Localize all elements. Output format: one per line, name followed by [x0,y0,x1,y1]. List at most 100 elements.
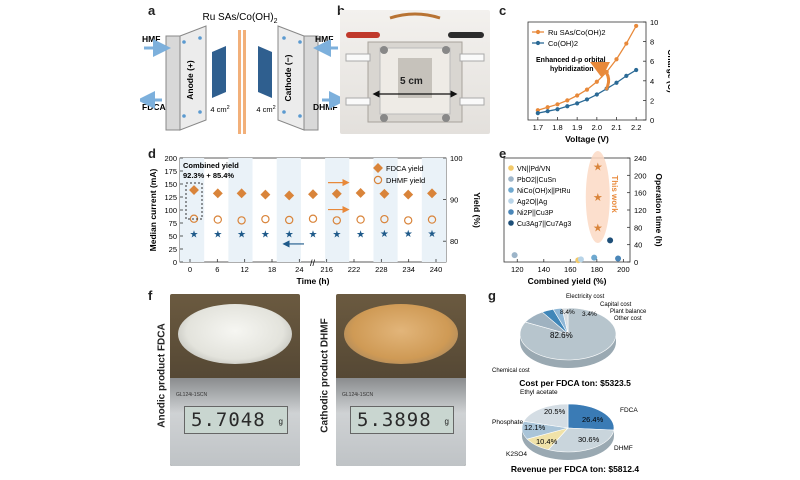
catalyst-title: Ru SAs/Co(OH)2 [202,12,277,25]
cost-value-0: 82.6% [550,331,573,340]
device-photo-drawing [345,12,485,123]
dhmf-point [404,216,413,225]
fdca-point [260,189,271,200]
legend-marker-0 [535,29,541,35]
cost-title: Cost per FDCA ton: $5323.5 [519,378,631,388]
y-right-tick-label: 240 [634,154,647,163]
y-tick-label: 150 [164,180,177,189]
series-point-0 [555,102,560,107]
fdca-unit: g [278,417,283,426]
scale-label: 5 cm [400,76,423,87]
dhmf-point [284,215,294,225]
current-point: ★ [332,229,341,240]
series-point-1 [584,97,590,102]
dhmf-unit: g [444,417,449,426]
legend-marker-5 [508,220,514,226]
legend-label-0: Ru SAs/Co(OH)2 [548,28,606,37]
x-tick-label: 1.8 [552,123,562,132]
revenue-value-4: 20.5% [544,407,566,416]
series-point-0 [594,79,599,84]
y-right-tick-label: 90 [450,196,458,205]
x-tick-label: 160 [564,265,577,274]
dhmf-point [237,216,246,225]
legend-label-3: Ag2O||Ag [517,199,547,206]
this-work-point: ★ [593,192,603,204]
cost-label-4: Other cost [614,316,642,322]
legend-dhmf-marker [373,175,383,185]
y-tick-label: 6 [650,57,654,66]
y-right-tick-label: 100 [450,154,463,163]
annotation-line-2: hybridization [550,66,594,73]
revenue-label-2: K2SO4 [506,451,527,458]
y-tick-label: 100 [164,206,177,215]
plot-frame [527,21,647,121]
fdca-point [189,185,199,195]
dhmf-display: 5.3898 g [350,406,454,434]
comparison-point [591,254,598,261]
this-work-label: This work [610,175,619,213]
dhmf-point [427,215,437,224]
legend-marker-0 [508,165,514,171]
series-point-1 [634,67,639,73]
cost-slice-0 [519,307,617,361]
membrane-left [238,30,241,134]
combined-box [185,182,203,220]
legend-dhmf-label: DHMF yield [386,176,425,185]
revenue-slice-4 [523,403,569,429]
y-axis-label: Median current (mA) [148,169,158,252]
y-right-axis-label: Operation time (h) [654,173,664,246]
this-work-point: ★ [593,162,603,174]
hmf-left-label: HMF [142,34,160,44]
comparison-point [607,237,614,244]
cell-schematic: Ru SAs/Co(OH)2 Anode (+) 4 cm2 4 cm2 Cat… [140,12,340,134]
revenue-value-3: 12.1% [524,423,546,432]
series-point-0 [614,57,619,62]
fdca-point [331,188,342,199]
current-point: ★ [380,229,389,240]
series-point-1 [555,107,560,112]
membrane-right [243,30,246,134]
revenue-label-1: DHMF [614,445,633,452]
legend-label-1: Co(OH)2 [548,39,578,48]
y-tick-label: 2 [650,96,654,105]
x-tick-label: 228 [375,265,388,274]
current-point: ★ [190,229,199,240]
x-tick-label: 2.1 [611,123,621,132]
x-tick-label: 200 [617,265,630,274]
fdca-point [212,188,223,199]
panel-label-g: g [488,288,496,303]
series-point-0 [584,87,590,92]
current-point: ★ [356,229,365,240]
panel-label-f: f [148,288,153,303]
annotation-line-1: Enhanced d-p orbital [536,57,606,64]
series-point-0 [545,105,550,110]
x-tick-label: 1.9 [572,123,582,132]
current-point: ★ [404,229,413,240]
x-tick-label: 234 [402,265,415,274]
current-point: ★ [237,229,246,240]
cathode-electrode [258,46,272,98]
chart-charge-voltage: 1.7 1.8 1.9 2.0 2.1 2.2 0 2 4 6 8 10 Voltage (V) Char… [527,18,670,144]
dhmf-photo: GL124i-1SCN 5.3898 g [336,294,466,466]
x-tick-label: 180 [591,265,604,274]
y-right-axis-label: Yield (%) [472,192,482,228]
series-point-0 [634,23,639,29]
y-right-tick-label: 40 [634,241,642,250]
fdca-photo-label-wrap: Anodic product FDCA [150,300,168,460]
cost-label-2: Capital cost [600,302,632,308]
chart-comparison: 120 140 160 180 200 0 40 80 120 160 200 240 Combined… [503,151,664,286]
y-tick-label: 0 [173,258,177,267]
revenue-label-3: Phosphate [492,419,523,426]
current-point: ★ [428,229,437,240]
series-point-1 [535,111,540,116]
legend-fdca-label: FDCA yield [386,164,424,173]
panel-label-e: e [499,146,507,161]
chart-stability: // 0 6 12 18 24 216 222 228 234 240 0 25 50 75 100 125 15… [148,154,482,286]
fdca-point [403,189,414,200]
fdca-reading: 5.7048 [191,409,266,431]
dhmf-point [261,214,270,224]
cost-label-0: Chemical cost [492,368,530,374]
revenue-slice-1 [547,427,615,453]
time-band [180,158,205,262]
y-right-tick-label: 120 [634,206,647,215]
